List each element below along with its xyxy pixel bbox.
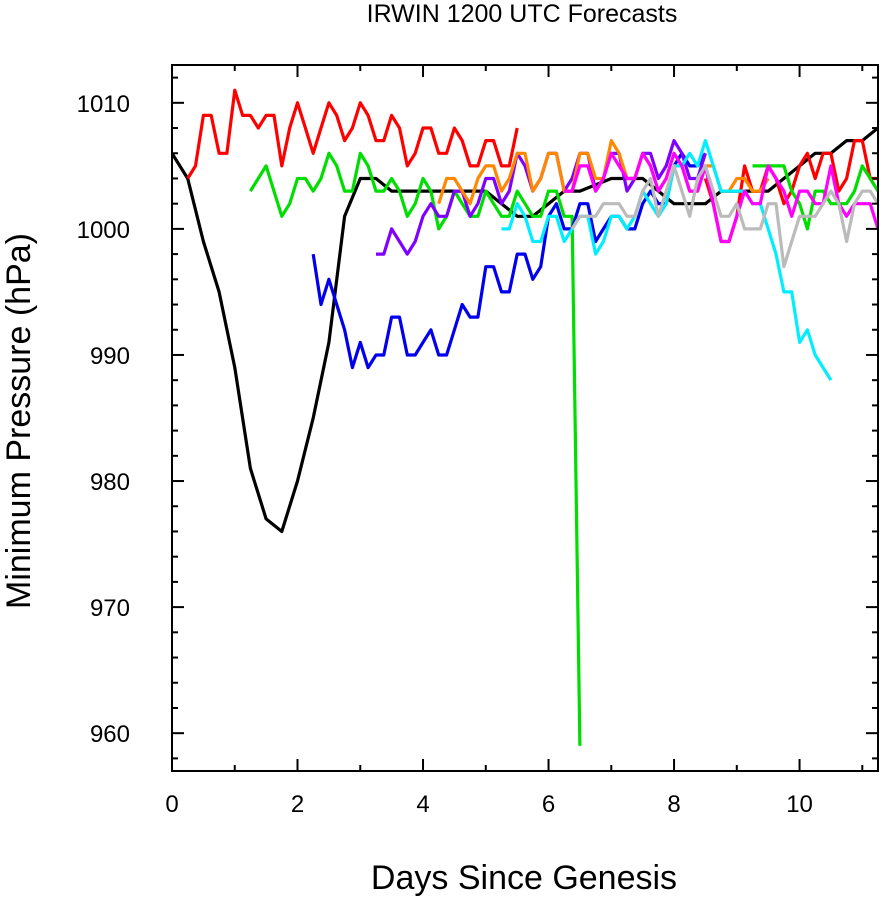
series-layer [172, 88, 878, 746]
chart-title: IRWIN 1200 UTC Forecasts [367, 0, 678, 28]
x-tick-label: 8 [667, 791, 680, 818]
series-line-10 [564, 151, 878, 244]
x-tick-label: 0 [165, 791, 178, 818]
axis-layer: 0 2 4 6 8 10 960 970 980 990 1000 1010 [77, 65, 878, 818]
y-tick-label: 1010 [77, 91, 130, 118]
series-line-2 [186, 88, 519, 180]
y-axis-title: Minimum Pressure (hPa) [0, 233, 38, 609]
series-line-6 [311, 151, 707, 370]
y-tick-label: 1000 [77, 217, 130, 244]
x-tick-label: 4 [416, 791, 429, 818]
series-line-4 [249, 151, 582, 746]
x-axis-title: Days Since Genesis [371, 859, 677, 897]
plot-frame [171, 64, 879, 772]
y-tick-label: 960 [90, 721, 130, 748]
y-tick-label: 980 [90, 469, 130, 496]
x-tick-label: 10 [786, 791, 813, 818]
y-tick-label: 990 [90, 343, 130, 370]
series-line-1 [172, 126, 878, 534]
y-tick-label: 970 [90, 595, 130, 622]
series-line-9 [501, 139, 833, 382]
x-tick-label: 6 [542, 791, 555, 818]
series-line-5 [752, 164, 878, 231]
x-tick-label: 2 [291, 791, 304, 818]
series-line-11 [570, 164, 878, 269]
